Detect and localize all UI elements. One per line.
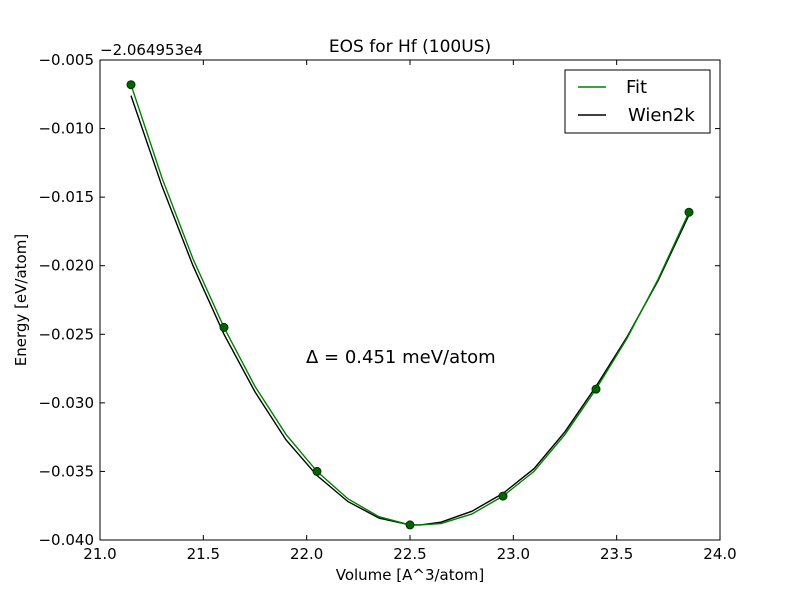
data-point bbox=[498, 491, 508, 501]
data-point bbox=[591, 384, 601, 394]
y-tick-label: −0.015 bbox=[38, 188, 94, 206]
series-line-wien2k bbox=[130, 95, 690, 526]
x-tick-label: 23.5 bbox=[600, 545, 633, 563]
x-tick-label: 21.5 bbox=[187, 545, 220, 563]
y-tick-label: −0.025 bbox=[38, 325, 94, 343]
tick-layer: 21.0 21.5 22.0 22.5 23.0 23.5 24.0 −0.005 −0.010… bbox=[38, 51, 736, 563]
legend: Fit Wien2k bbox=[564, 69, 711, 134]
chart-title: EOS for Hf (100US) bbox=[329, 37, 491, 57]
data-point bbox=[684, 207, 694, 217]
x-tick-label: 24.0 bbox=[703, 545, 736, 563]
y-axis-offset-label: −2.064953e4 bbox=[100, 41, 203, 59]
y-tick-label: −0.005 bbox=[38, 51, 94, 69]
x-tick-label: 21.0 bbox=[83, 545, 116, 563]
y-tick-label: −0.040 bbox=[38, 531, 94, 549]
x-tick-label: 22.5 bbox=[393, 545, 426, 563]
x-tick-label: 23.0 bbox=[497, 545, 530, 563]
data-point bbox=[126, 80, 136, 90]
data-point bbox=[219, 322, 229, 332]
data-point bbox=[312, 466, 322, 476]
y-axis-label: Energy [eV/atom] bbox=[12, 234, 30, 366]
y-tick-label: −0.020 bbox=[38, 257, 94, 275]
y-tick-label: −0.035 bbox=[38, 462, 94, 480]
x-tick-label: 22.0 bbox=[290, 545, 323, 563]
series-line-fit bbox=[130, 84, 690, 526]
data-point bbox=[405, 520, 415, 530]
delta-annotation: Δ = 0.451 meV/atom bbox=[306, 347, 496, 368]
legend-fit-label: Fit bbox=[626, 77, 647, 98]
x-axis-label: Volume [A^3/atom] bbox=[336, 566, 485, 584]
y-tick-label: −0.010 bbox=[38, 120, 94, 138]
plot-layer bbox=[126, 80, 694, 530]
legend-box bbox=[564, 69, 711, 134]
plot-frame bbox=[99, 59, 721, 541]
y-tick-label: −0.030 bbox=[38, 394, 94, 412]
legend-wien2k-label: Wien2k bbox=[628, 105, 695, 126]
